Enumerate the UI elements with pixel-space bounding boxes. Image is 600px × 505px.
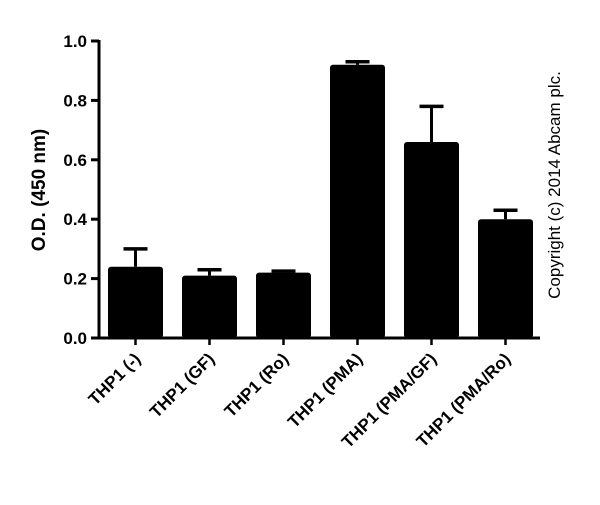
bar [108, 266, 163, 338]
bars [108, 60, 533, 338]
y-tick-label: 1.0 [63, 32, 87, 51]
bar-group [478, 208, 533, 338]
y-tick-label: 0.6 [63, 151, 87, 170]
x-tick-label: THP1 (GF) [146, 349, 218, 421]
bar-group [182, 267, 237, 338]
x-tick-label: THP1 (Ro) [221, 349, 293, 421]
bar [404, 141, 459, 338]
y-tick-label: 0.0 [63, 329, 87, 348]
y-tick-label: 0.2 [63, 270, 87, 289]
bar [478, 219, 533, 338]
bar [330, 64, 385, 338]
y-axis-label: O.D. (450 nm) [29, 129, 50, 251]
bar-group [404, 104, 459, 338]
bar [256, 272, 311, 338]
axes: THP1 (-) THP1 (GF) THP1 (Ro)THP1 (PMA)THP1… [63, 32, 540, 452]
bar-group [108, 247, 163, 338]
copyright-annotation: Copyright (c) 2014 Abcam plc. [545, 71, 564, 299]
x-tick-label: THP1 (-) [85, 349, 145, 409]
bar [182, 275, 237, 338]
bar-group [330, 60, 385, 338]
y-tick-label: 0.8 [63, 91, 87, 110]
x-tick-label: THP1 (PMA) [284, 349, 366, 431]
y-tick-label: 0.4 [63, 210, 87, 229]
bar-group [256, 269, 311, 338]
